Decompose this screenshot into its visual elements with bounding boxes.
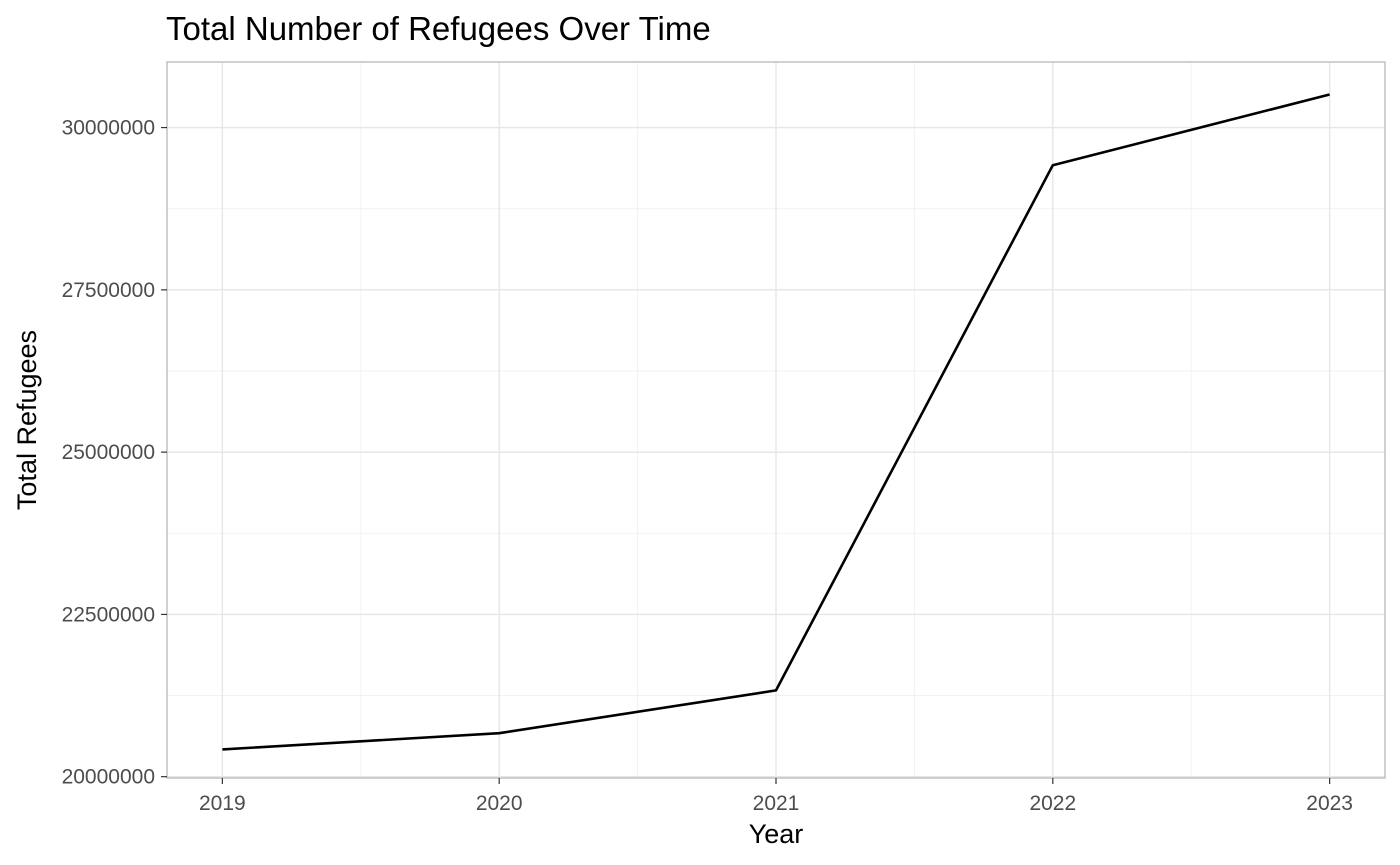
grid-lines xyxy=(167,62,1385,778)
x-tick-label: 2019 xyxy=(199,792,246,815)
x-axis-title: Year xyxy=(749,819,804,849)
chart-title: Total Number of Refugees Over Time xyxy=(166,10,711,47)
x-tick-label: 2020 xyxy=(476,792,523,815)
y-tick-label: 22500000 xyxy=(62,603,155,626)
x-tick-label: 2021 xyxy=(753,792,800,815)
axis-ticks xyxy=(161,126,1331,784)
x-tick-label: 2022 xyxy=(1029,792,1076,815)
series-line xyxy=(222,93,1330,751)
y-tick-label: 30000000 xyxy=(62,117,155,140)
y-axis-title: Total Refugees xyxy=(12,330,42,510)
y-tick-label: 20000000 xyxy=(62,766,155,789)
y-tick-label: 27500000 xyxy=(62,279,155,302)
tick-labels: 2019 2020 2021 2022 2023 20000000 22500000 2500… xyxy=(62,117,1353,815)
x-tick-label: 2023 xyxy=(1306,792,1353,815)
y-tick-label: 25000000 xyxy=(62,441,155,464)
data-series xyxy=(222,93,1330,751)
